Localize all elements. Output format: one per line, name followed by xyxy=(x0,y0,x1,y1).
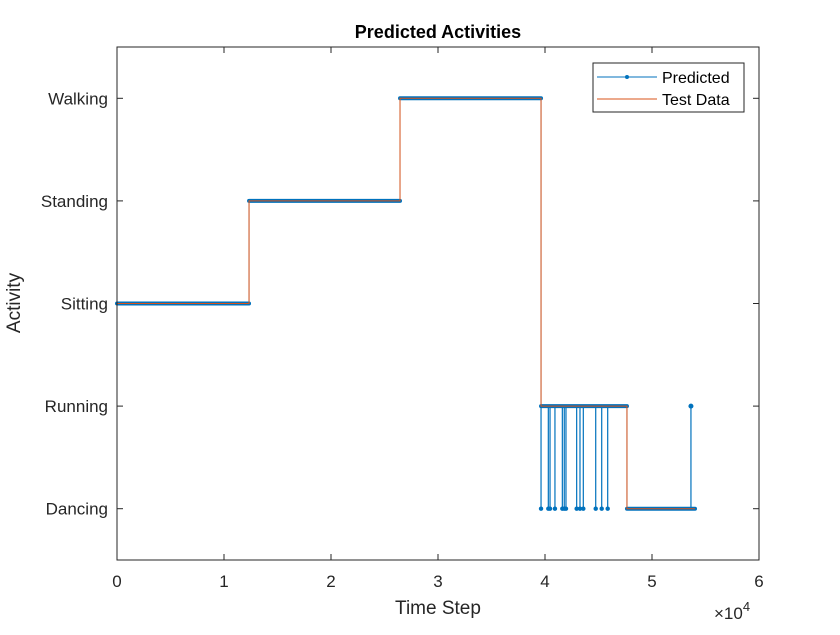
legend-predicted-label: Predicted xyxy=(662,70,730,87)
predicted-marker xyxy=(593,506,598,511)
predicted-marker xyxy=(574,506,579,511)
legend-predicted-marker xyxy=(625,75,629,79)
y-tick-label: Standing xyxy=(41,192,108,211)
predicted-marker xyxy=(599,506,604,511)
predicted-marker xyxy=(547,506,553,511)
x-tick-label: 4 xyxy=(540,572,549,591)
x-tick-label: 6 xyxy=(754,572,763,591)
x-exponent-label: ×104 xyxy=(714,599,750,623)
axes-box xyxy=(116,46,760,561)
x-tick-label: 2 xyxy=(326,572,335,591)
y-tick-label: Sitting xyxy=(61,295,108,314)
y-axis-label: Activity xyxy=(4,272,25,333)
predicted-marker xyxy=(563,506,569,511)
y-tick-label: Running xyxy=(45,397,108,416)
x-exponent-power: 4 xyxy=(743,599,750,614)
legend-box xyxy=(592,62,745,113)
predicted-marker xyxy=(577,506,583,511)
series-test-data xyxy=(117,97,696,510)
x-tick-label: 1 xyxy=(219,572,228,591)
x-tick-label: 5 xyxy=(647,572,656,591)
legend[interactable]: Predicted Test Data xyxy=(592,62,745,113)
predicted-marker xyxy=(581,506,586,511)
predicted-marker xyxy=(688,403,694,409)
y-tick-label: Dancing xyxy=(46,500,108,519)
x-exponent-base: ×10 xyxy=(714,604,743,623)
x-tick-label: 3 xyxy=(433,572,442,591)
legend-test-data-label: Test Data xyxy=(662,92,730,109)
y-tick-label: Walking xyxy=(48,89,108,108)
predicted-marker xyxy=(552,506,558,511)
x-axis-label: Time Step xyxy=(395,598,481,619)
x-tick-label: 0 xyxy=(112,572,121,591)
chart-title: Predicted Activities xyxy=(355,22,521,42)
predicted-marker xyxy=(538,506,544,511)
predicted-marker xyxy=(605,506,610,511)
